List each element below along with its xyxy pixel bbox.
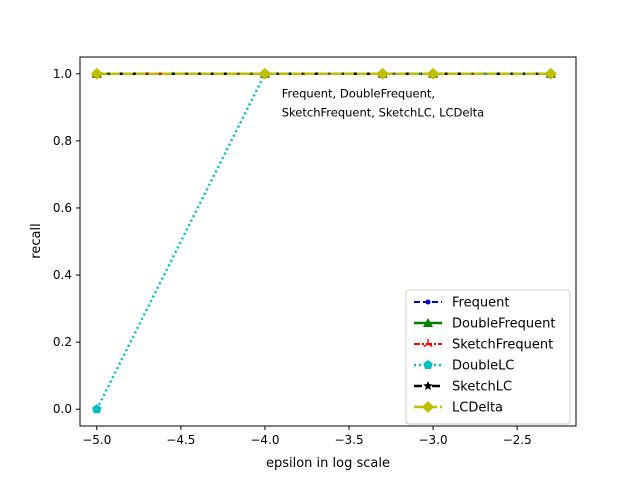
- annotation-line: SketchFrequent, SketchLC, LCDelta: [282, 105, 484, 119]
- data-point-lcdelta: [427, 67, 440, 80]
- legend-entry-lcdelta: LCDelta: [414, 401, 503, 416]
- x-axis-label: epsilon in log scale: [266, 456, 390, 471]
- legend-marker-sketchfrequent: [423, 339, 433, 348]
- legend: Frequent DoubleFrequent SketchFrequent Doub…: [405, 289, 571, 425]
- y-tick-label: 1.0: [53, 67, 72, 81]
- data-point-lcdelta: [258, 67, 271, 80]
- legend-marker-frequent: [425, 299, 431, 305]
- annotation: Frequent, DoubleFrequent, SketchFrequent,…: [282, 86, 484, 119]
- x-tick-label: −2.5: [503, 433, 532, 447]
- data-point-lcdelta: [90, 67, 103, 80]
- annotation-line: Frequent, DoubleFrequent,: [282, 86, 435, 100]
- data-point-lcdelta: [376, 67, 389, 80]
- x-tick-label: −4.5: [166, 433, 195, 447]
- y-tick-label: 0.4: [53, 268, 72, 282]
- x-axis-ticks: −5.0 −4.5 −4.0 −3.5 −3.0 −2.5: [82, 426, 532, 447]
- legend-entry-sketchlc: SketchLC: [414, 380, 512, 395]
- legend-entry-sketchfrequent: SketchFrequent: [414, 338, 553, 353]
- legend-entry-frequent: Frequent: [414, 296, 509, 311]
- y-tick-label: 0.0: [53, 402, 72, 416]
- legend-label: SketchFrequent: [452, 338, 553, 353]
- legend-label: DoubleLC: [452, 359, 514, 374]
- y-axis-ticks: 0.0 0.2 0.4 0.6 0.8 1.0: [53, 67, 80, 416]
- plot-frame: [79, 56, 577, 427]
- x-tick-label: −5.0: [82, 433, 111, 447]
- legend-marker-sketchlc: [423, 381, 433, 391]
- legend-label: DoubleFrequent: [452, 317, 555, 332]
- legend-marker-doublelc: [423, 360, 433, 370]
- y-axis-label: recall: [29, 223, 44, 258]
- y-tick-label: 0.8: [53, 134, 72, 148]
- legend-entry-doublelc: DoubleLC: [414, 359, 514, 374]
- data-point-doublelc: [92, 404, 102, 414]
- legend-label: LCDelta: [452, 401, 503, 416]
- legend-entry-doublefrequent: DoubleFrequent: [414, 317, 555, 332]
- x-tick-label: −3.0: [419, 433, 448, 447]
- y-tick-label: 0.6: [53, 201, 72, 215]
- series-lcdelta: [90, 67, 557, 80]
- legend-marker-lcdelta: [422, 401, 434, 413]
- series-layer: [90, 67, 557, 414]
- y-tick-label: 0.2: [53, 335, 72, 349]
- x-tick-label: −4.0: [250, 433, 279, 447]
- legend-marker-doublefrequent: [423, 318, 433, 327]
- legend-box: [405, 289, 571, 425]
- x-tick-label: −3.5: [334, 433, 363, 447]
- series-line-doublelc: [95, 72, 551, 410]
- legend-label: SketchLC: [452, 380, 512, 395]
- data-point-lcdelta: [544, 67, 557, 80]
- legend-label: Frequent: [452, 296, 509, 311]
